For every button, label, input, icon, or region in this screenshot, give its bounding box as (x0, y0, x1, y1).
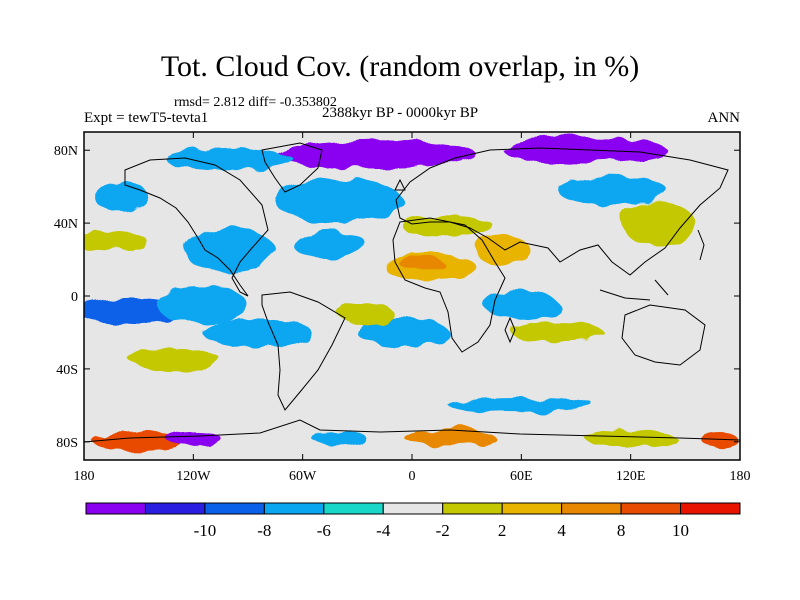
anomaly-patch (484, 290, 558, 320)
lat-tick-label: 80N (54, 144, 78, 159)
anomaly-patch (557, 175, 668, 205)
colorbar-label: -6 (317, 521, 331, 540)
colorbar-swatch (323, 502, 384, 515)
colorbar-swatch (501, 502, 563, 515)
colorbar-swatch (204, 502, 265, 515)
colorbar-swatch (263, 502, 325, 515)
colorbar-label: 4 (557, 521, 566, 540)
anomaly-patch (339, 303, 394, 326)
season-label: ANN (707, 110, 741, 126)
anomaly-patch (311, 430, 367, 446)
lon-tick-label: 120E (616, 469, 646, 484)
anomaly-patch (293, 141, 385, 160)
lon-tick-label: 120W (176, 469, 211, 484)
colorbar-label: 8 (617, 521, 626, 540)
lat-tick-label: 40S (56, 363, 78, 378)
anomaly-patch (84, 232, 148, 251)
anomaly-patch (202, 317, 312, 348)
anomaly-patch (275, 179, 403, 224)
colorbar-label: -4 (376, 521, 391, 540)
anomaly-patch (621, 201, 695, 245)
anomaly-patch (475, 235, 531, 266)
experiment-label: Expt = tewT5-tevta1 (84, 110, 209, 126)
lon-tick-label: 60E (510, 469, 533, 484)
colorbar-swatch (382, 502, 444, 515)
lat-tick-label: 0 (71, 290, 78, 305)
coastlines (84, 142, 740, 443)
colorbar-label: -8 (257, 521, 271, 540)
plot-title: Tot. Cloud Cov. (random overlap, in %) (160, 50, 640, 83)
anomaly-patch (512, 321, 604, 344)
lat-tick-label: 80S (56, 436, 78, 451)
lon-tick-label: 180 (74, 469, 95, 484)
anomaly-patch (402, 427, 495, 446)
latitude-axis: 80N 40N 0 40S 80S (54, 144, 740, 451)
colorbar-swatch (85, 502, 146, 515)
colorbar-swatch (561, 502, 622, 515)
colorbar-label: 2 (498, 521, 507, 540)
colorbar-swatch (680, 502, 741, 515)
anomaly-patch (156, 286, 248, 324)
anomaly-patch (293, 230, 367, 260)
lon-tick-label: 0 (409, 469, 416, 484)
anomaly-patch (166, 430, 221, 446)
anomaly-patch (399, 255, 443, 271)
colorbar-label: -10 (194, 521, 217, 540)
longitude-axis: 180 120W 60W 0 60E 120E 180 (74, 132, 751, 484)
anomaly-patch (166, 148, 294, 171)
period-label: 2388kyr BP - 0000kyr BP (322, 105, 479, 121)
lat-tick-label: 40N (54, 217, 78, 232)
anomaly-patch (703, 434, 740, 450)
anomaly-patch (93, 181, 148, 211)
anomaly-patch (129, 348, 221, 371)
anomaly-patch (357, 317, 449, 348)
anomaly-patch (402, 215, 495, 238)
lon-tick-label: 60W (289, 469, 317, 484)
colorbar: -10 -8 -6 -4 -2 2 4 8 10 (85, 502, 741, 540)
anomaly-patch (585, 429, 677, 448)
anomaly-patch (184, 228, 276, 273)
lon-tick-label: 180 (730, 469, 751, 484)
colorbar-label: 10 (672, 521, 689, 540)
anomaly-field (84, 137, 740, 451)
colorbar-swatch (442, 502, 503, 515)
colorbar-label: -2 (436, 521, 450, 540)
colorbar-swatch (620, 502, 682, 515)
colorbar-swatch (144, 502, 206, 515)
anomaly-patch (448, 398, 595, 413)
rmsd-diff-stats: rmsd= 2.812 diff= -0.353802 (174, 95, 337, 110)
